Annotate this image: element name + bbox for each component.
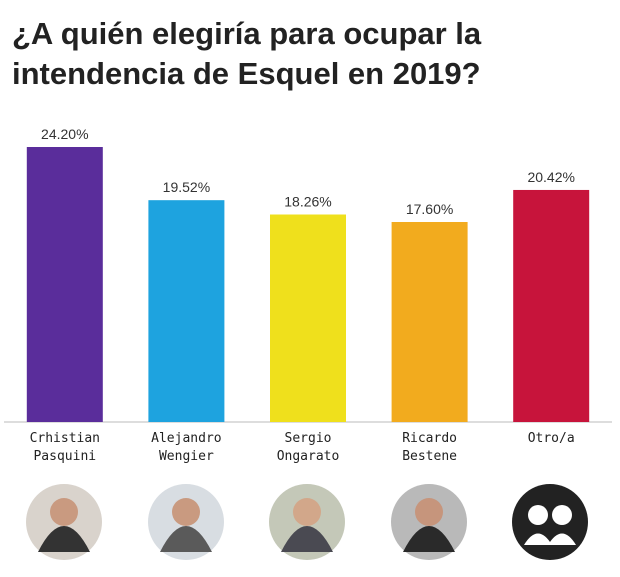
chart-title: ¿A quién elegiría para ocupar la intende… — [12, 16, 482, 91]
x-tick-label: Crhistian Pasquini — [29, 431, 101, 464]
bar — [26, 147, 103, 422]
x-tick-label: Ricardo Bestene — [402, 431, 457, 464]
bar — [391, 222, 468, 422]
x-tick-label: Sergio Ongarato — [276, 431, 340, 464]
photos — [26, 484, 588, 560]
value-label: 17.60% — [406, 201, 453, 217]
bar — [270, 214, 346, 422]
value-label: 24.20% — [41, 126, 88, 142]
value-label: 20.42% — [527, 169, 574, 185]
value-label: 18.26% — [284, 194, 331, 210]
x-tick-label: Otro/a — [527, 431, 575, 446]
bar — [148, 200, 225, 422]
value-label: 19.52% — [163, 179, 210, 195]
x-tick-label: Alejandro Wengier — [151, 431, 222, 464]
bar — [513, 189, 590, 422]
